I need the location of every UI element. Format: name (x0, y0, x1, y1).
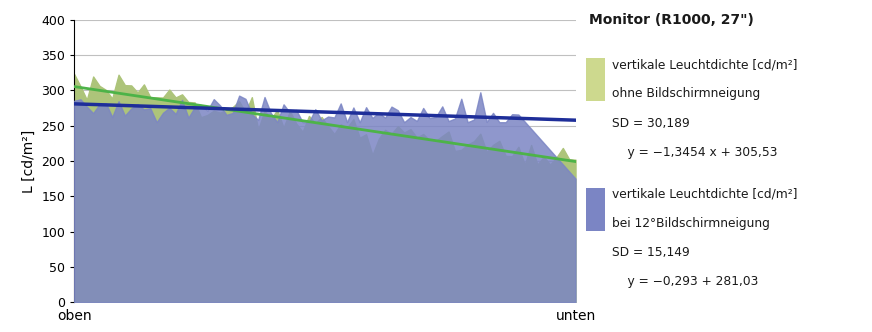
Text: Monitor (R1000, 27"): Monitor (R1000, 27") (589, 13, 753, 27)
Text: y = −1,3454 x + 305,53: y = −1,3454 x + 305,53 (612, 146, 778, 159)
Text: SD = 15,149: SD = 15,149 (612, 246, 690, 259)
Text: bei 12°Bildschirmneigung: bei 12°Bildschirmneigung (612, 217, 770, 230)
Text: SD = 30,189: SD = 30,189 (612, 117, 690, 129)
Text: y = −0,293 + 281,03: y = −0,293 + 281,03 (612, 275, 759, 288)
Text: vertikale Leuchtdichte [cd/m²]: vertikale Leuchtdichte [cd/m²] (612, 188, 798, 201)
Y-axis label: L [cd/m²]: L [cd/m²] (22, 129, 36, 193)
Text: ohne Bildschirmneigung: ohne Bildschirmneigung (612, 87, 760, 100)
Text: vertikale Leuchtdichte [cd/m²]: vertikale Leuchtdichte [cd/m²] (612, 58, 798, 71)
